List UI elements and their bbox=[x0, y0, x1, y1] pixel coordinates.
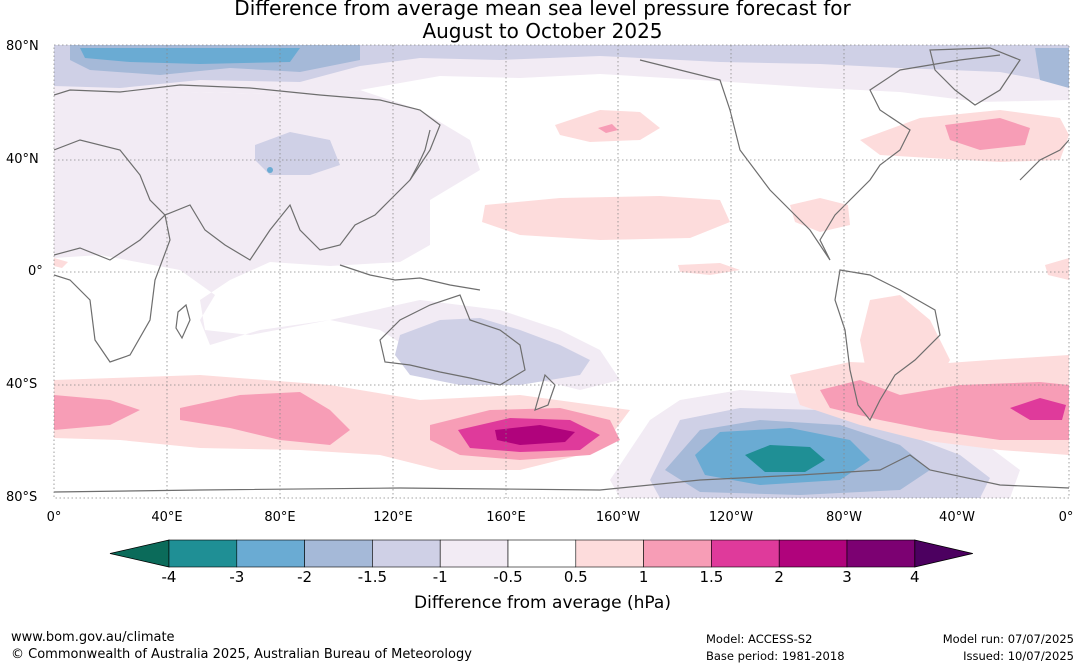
map-title-line1: Difference from average mean sea level p… bbox=[234, 0, 851, 20]
coast-madagascar bbox=[175, 303, 191, 340]
colorbar-tick-label: -2 bbox=[297, 568, 313, 586]
anomaly-area-tasman-core bbox=[495, 425, 575, 445]
colorbar-tick-label: 3 bbox=[842, 568, 852, 586]
colorbar-tick-label: 0.5 bbox=[563, 568, 588, 586]
colorbar-tick-label: -0.5 bbox=[493, 568, 523, 586]
lon-label-120w: 120°W bbox=[708, 510, 754, 525]
colorbar-tick-label: 1.5 bbox=[699, 568, 724, 586]
colorbar-tick-label: -4 bbox=[161, 568, 177, 586]
lat-label-40n: 40°N bbox=[6, 152, 39, 167]
colorbar-tick-label: 4 bbox=[910, 568, 920, 586]
coast-eurasia bbox=[54, 84, 441, 261]
anomaly-area-north-atlantic-core bbox=[945, 118, 1030, 150]
anomaly-area-southeast-pacific-neg-center bbox=[745, 445, 825, 472]
anomaly-area-arctic-core bbox=[80, 48, 300, 64]
lon-label-160w: 160°W bbox=[595, 510, 641, 525]
model-run-text: Model run: 07/07/2025 bbox=[942, 632, 1074, 646]
lon-label-40e: 40°E bbox=[151, 510, 183, 525]
lon-label-0: 0° bbox=[46, 510, 62, 525]
anomaly-area-north-pacific-core bbox=[598, 124, 618, 133]
colorbar-extend-low bbox=[109, 539, 170, 568]
lat-label-80s: 80°S bbox=[6, 490, 38, 505]
map-frame bbox=[53, 44, 1070, 499]
map-title-line2: August to October 2025 bbox=[422, 19, 663, 43]
colorbar-segment bbox=[236, 539, 305, 568]
coast-australia bbox=[379, 294, 526, 386]
lon-label-40w: 40°W bbox=[939, 510, 975, 525]
colorbar-segment bbox=[168, 539, 238, 568]
anomaly-fields bbox=[54, 45, 1069, 498]
lon-label-0-east: 0° bbox=[1058, 510, 1074, 525]
anomaly-area-equatorial-pos bbox=[678, 263, 740, 275]
issued-text: Issued: 10/07/2025 bbox=[963, 649, 1074, 663]
coast-north-america bbox=[639, 54, 1001, 261]
anomaly-area-central-asia-mid bbox=[255, 132, 340, 175]
coast-antarctica bbox=[54, 454, 1069, 493]
gridlines bbox=[54, 45, 1069, 498]
coast-africa bbox=[54, 213, 171, 363]
anomaly-area-west-africa-pos-2 bbox=[54, 258, 68, 268]
colorbar-segment bbox=[846, 539, 916, 568]
base-period-text: Base period: 1981-2018 bbox=[706, 649, 845, 663]
coast-japan bbox=[409, 129, 431, 181]
coastlines bbox=[54, 47, 1069, 493]
colorbar-label: Difference from average (hPa) bbox=[414, 593, 671, 613]
colorbar-tick-label: -1 bbox=[432, 568, 448, 586]
lat-label-equator: 0° bbox=[28, 264, 43, 279]
anomaly-area-caribbean-pos bbox=[790, 198, 850, 232]
anomaly-area-south-atlantic-strong bbox=[1010, 398, 1066, 420]
model-text: Model: ACCESS-S2 bbox=[706, 632, 813, 646]
colorbar-segment bbox=[304, 539, 373, 568]
colorbar-tick-label: 1 bbox=[638, 568, 649, 586]
anomaly-area-central-pacific-pos bbox=[482, 196, 730, 240]
anomaly-area-north-atlantic-neg bbox=[1035, 48, 1069, 88]
colorbar-segment bbox=[372, 539, 441, 568]
anomaly-area-south-indian-pos bbox=[180, 392, 350, 445]
coast-south-america bbox=[834, 269, 941, 422]
anomaly-area-south-atlantic-mid bbox=[820, 380, 1069, 440]
colorbar-segment bbox=[778, 539, 848, 568]
coast-new-zealand bbox=[534, 373, 556, 411]
coast-europe bbox=[1019, 139, 1069, 181]
anomaly-area-australia-mid bbox=[395, 318, 590, 385]
lat-label-40s: 40°S bbox=[6, 377, 38, 392]
lon-label-160e: 160°E bbox=[486, 510, 526, 525]
colorbar-tick-label: -1.5 bbox=[357, 568, 388, 586]
colorbar-extend-high bbox=[914, 539, 973, 568]
anomaly-area-caspian-dot bbox=[267, 167, 273, 173]
anomaly-area-indian-ocean-pos bbox=[54, 395, 140, 430]
lon-label-80w: 80°W bbox=[826, 510, 862, 525]
colorbar-tick-label: 2 bbox=[774, 568, 784, 586]
anomaly-area-west-africa-pos bbox=[1045, 258, 1069, 280]
colorbar-segment bbox=[711, 539, 780, 568]
lon-label-80e: 80°E bbox=[264, 510, 296, 525]
coast-greenland bbox=[929, 47, 1021, 106]
coast-indonesia bbox=[339, 264, 481, 291]
colorbar-segment bbox=[507, 539, 577, 568]
lon-label-120e: 120°E bbox=[373, 510, 413, 525]
colorbar-segment bbox=[439, 539, 509, 568]
colorbar-segment bbox=[575, 539, 644, 568]
lat-label-80n: 80°N bbox=[6, 39, 39, 54]
colorbar-segment bbox=[643, 539, 712, 568]
copyright-text: © Commonwealth of Australia 2025, Austra… bbox=[11, 647, 472, 662]
website-text: www.bom.gov.au/climate bbox=[11, 630, 175, 645]
colorbar-tick-label: -3 bbox=[229, 568, 245, 586]
anomaly-area-eurasia-light bbox=[54, 90, 620, 390]
